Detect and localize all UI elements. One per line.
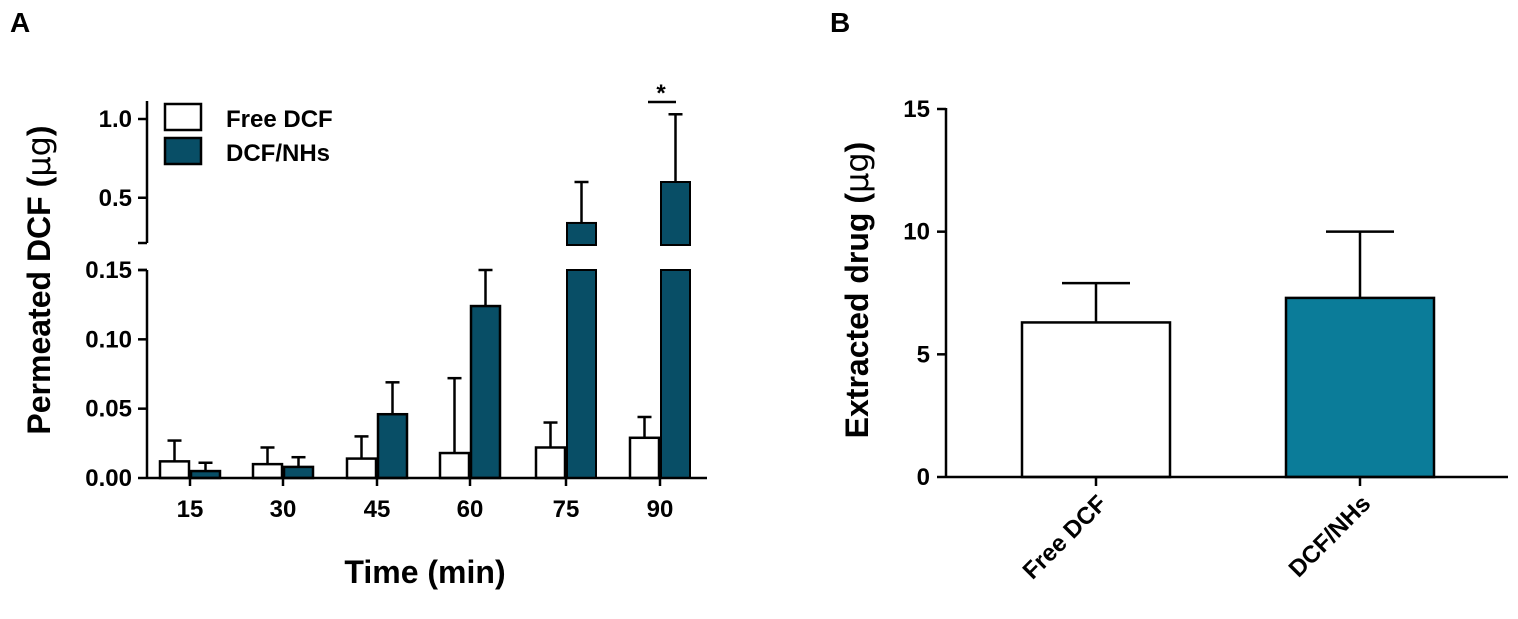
error-bar-free-dcf-15 <box>167 439 182 462</box>
error-bar-dcf-nhs-90 <box>668 113 683 182</box>
error-bar-dcf-nhs-30 <box>291 455 306 467</box>
panel-b-error-bar-free-dcf <box>1062 281 1130 323</box>
panel-a-x-ticks: 15 30 45 60 75 90 <box>177 478 674 523</box>
y-tick-label-0-10: 0.10 <box>85 326 132 353</box>
panel-b-y-title-close: ) <box>839 142 875 153</box>
error-bar-dcf-nhs-60 <box>478 268 493 307</box>
panel-a-y-title-unit: μg <box>20 136 58 177</box>
x-tick-label-90: 90 <box>647 496 674 523</box>
panel-a: A 0.00 0.05 0.10 0.15 0.5 1.0 15 30 45 60 75 90 Ti… <box>10 7 707 590</box>
panel-b-x-ticks: Free DCF DCF/NHs <box>1018 477 1377 585</box>
panel-b-bars <box>1020 230 1436 479</box>
y-tick-label-upper-0-5: 0.5 <box>99 185 132 212</box>
legend-label-dcf-nhs: DCF/NHs <box>226 140 330 167</box>
bar-dcf-nhs-30 <box>282 465 315 480</box>
panel-a-y-title-text: Permeated DCF ( <box>21 176 57 434</box>
legend-label-free-dcf: Free DCF <box>226 106 333 133</box>
error-bar-free-dcf-45 <box>354 435 369 459</box>
error-bar-dcf-nhs-75 <box>574 180 589 223</box>
panel-a-y-ticks: 0.00 0.05 0.10 0.15 0.5 1.0 <box>85 106 147 492</box>
error-bar-free-dcf-75 <box>543 421 558 448</box>
panel-b-bar-free-dcf <box>1020 321 1172 479</box>
panel-b: B 0 5 10 15 Free DCF DCF/NHs Extracted drug … <box>830 7 1508 585</box>
panel-b-y-title-unit: μg <box>838 152 876 193</box>
panel-b-y-tick-label-5: 5 <box>917 341 930 368</box>
panel-b-label: B <box>830 7 850 38</box>
panel-b-y-tick-label-15: 15 <box>903 96 930 123</box>
y-tick-label-upper-1-0: 1.0 <box>99 106 132 133</box>
error-bar-dcf-nhs-15 <box>198 461 213 472</box>
panel-b-y-tick-label-10: 10 <box>903 219 930 246</box>
panel-a-axes <box>138 101 707 480</box>
panel-a-y-title-close: ) <box>21 125 57 136</box>
bar-dcf-nhs-60 <box>469 304 502 480</box>
panel-b-error-bar-dcf-nhs <box>1326 230 1394 298</box>
error-bar-free-dcf-30 <box>260 446 275 465</box>
panel-a-label: A <box>10 7 30 38</box>
panel-b-y-tick-label-0: 0 <box>917 464 930 491</box>
panel-b-y-title-text: Extracted drug ( <box>839 193 875 439</box>
bar-free-dcf-60 <box>438 451 471 480</box>
x-tick-label-30: 30 <box>270 496 297 523</box>
bar-free-dcf-90 <box>628 436 661 480</box>
y-tick-label-0-05: 0.05 <box>85 396 132 423</box>
x-tick-label-75: 75 <box>553 496 580 523</box>
panel-b-y-ticks: 0 5 10 15 <box>903 96 946 491</box>
bar-free-dcf-15 <box>158 460 191 480</box>
x-tick-label-60: 60 <box>457 496 484 523</box>
bar-free-dcf-75 <box>534 446 567 480</box>
panel-a-legend: Free DCF DCF/NHs <box>163 102 333 167</box>
panel-a-y-axis-title: Permeated DCF (μg) <box>20 125 58 434</box>
y-tick-label-0-00: 0.00 <box>85 465 132 492</box>
bar-free-dcf-30 <box>251 462 284 480</box>
x-tick-label-45: 45 <box>364 496 391 523</box>
panel-a-x-axis-title: Time (min) <box>344 554 505 590</box>
x-tick-label-15: 15 <box>177 496 204 523</box>
bar-dcf-nhs-75-lower <box>566 269 597 479</box>
panel-a-significance: * <box>648 80 676 107</box>
y-tick-label-0-15: 0.15 <box>85 257 132 284</box>
significance-marker: * <box>656 80 666 107</box>
bar-dcf-nhs-75-upper <box>566 221 597 246</box>
panel-b-bar-dcf-nhs <box>1284 296 1436 479</box>
panel-b-x-tick-label-free-dcf: Free DCF <box>1018 490 1113 585</box>
panel-b-y-axis-title: Extracted drug (μg) <box>838 142 876 439</box>
panel-a-bars <box>158 113 691 480</box>
panel-b-x-tick-label-dcf-nhs: DCF/NHs <box>1284 490 1377 583</box>
bar-dcf-nhs-90-upper <box>660 181 691 246</box>
error-bar-free-dcf-60 <box>447 376 462 454</box>
bar-free-dcf-45 <box>345 457 378 480</box>
bar-dcf-nhs-45 <box>376 412 409 480</box>
error-bar-free-dcf-90 <box>637 415 652 438</box>
panel-b-axes <box>944 108 1508 479</box>
legend-swatch-free-dcf <box>163 102 203 132</box>
bar-dcf-nhs-90-lower <box>660 269 691 479</box>
error-bar-dcf-nhs-45 <box>385 381 400 415</box>
legend-swatch-dcf-nhs <box>163 136 203 166</box>
